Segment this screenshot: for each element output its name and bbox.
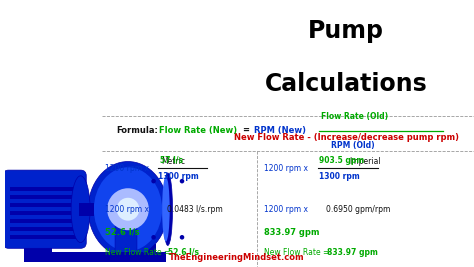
Bar — [128, 245, 156, 262]
Bar — [10, 195, 79, 199]
Circle shape — [151, 179, 156, 183]
Circle shape — [137, 207, 142, 211]
FancyBboxPatch shape — [3, 170, 86, 248]
Bar — [10, 235, 79, 239]
Ellipse shape — [162, 177, 170, 242]
Ellipse shape — [88, 162, 168, 257]
Bar — [79, 203, 94, 216]
Bar — [115, 210, 137, 258]
Text: 1200 rpm x: 1200 rpm x — [264, 205, 309, 214]
Text: TheEngineeringMindset.com: TheEngineeringMindset.com — [169, 253, 305, 262]
Circle shape — [180, 235, 184, 239]
Bar — [10, 187, 79, 191]
Text: RPM (Old): RPM (Old) — [331, 141, 374, 150]
Text: 0.6950 gpm/rpm: 0.6950 gpm/rpm — [326, 205, 391, 214]
Bar — [109, 252, 143, 260]
Text: 1300 rpm: 1300 rpm — [319, 172, 360, 181]
Text: 57 l/s: 57 l/s — [160, 156, 183, 165]
Ellipse shape — [94, 167, 162, 251]
Text: 1200 rpm x: 1200 rpm x — [105, 205, 149, 214]
Text: Imperial: Imperial — [349, 157, 381, 166]
Text: 1200 rpm x: 1200 rpm x — [264, 164, 309, 173]
Ellipse shape — [163, 173, 173, 245]
Text: Flow Rate (New): Flow Rate (New) — [159, 126, 237, 135]
Text: Formula:: Formula: — [116, 126, 158, 135]
Circle shape — [107, 188, 149, 230]
Circle shape — [151, 235, 156, 239]
Text: Calculations: Calculations — [264, 72, 428, 96]
Bar — [10, 211, 79, 215]
Bar — [10, 219, 79, 223]
Text: New Flow Rate =: New Flow Rate = — [105, 248, 173, 257]
Circle shape — [194, 207, 199, 211]
Text: 1200 rpm x: 1200 rpm x — [105, 164, 149, 173]
Circle shape — [180, 179, 184, 183]
Text: 903.5 gpm: 903.5 gpm — [319, 156, 364, 165]
Text: 833.97 gpm: 833.97 gpm — [264, 228, 320, 237]
Text: =: = — [242, 126, 249, 135]
Text: RPM (New): RPM (New) — [254, 126, 306, 135]
Circle shape — [117, 198, 139, 221]
Text: 52.6 l/s: 52.6 l/s — [105, 228, 140, 237]
Text: 0.0483 l/s.rpm: 0.0483 l/s.rpm — [167, 205, 223, 214]
Bar — [10, 203, 79, 207]
Text: 833.97 gpm: 833.97 gpm — [327, 248, 378, 257]
Text: Metric: Metric — [161, 157, 185, 166]
Text: 1300 rpm: 1300 rpm — [158, 172, 199, 181]
Text: New Flow Rate - (Increase/decrease pump rpm): New Flow Rate - (Increase/decrease pump … — [234, 134, 458, 143]
Bar — [24, 252, 166, 262]
Bar — [24, 245, 52, 262]
Bar — [10, 227, 79, 231]
Text: 52.6 l/s: 52.6 l/s — [168, 248, 199, 257]
Ellipse shape — [71, 176, 90, 243]
Text: New Flow Rate =: New Flow Rate = — [264, 248, 332, 257]
Text: Pump: Pump — [308, 19, 384, 43]
Text: Flow Rate (Old): Flow Rate (Old) — [321, 112, 389, 121]
